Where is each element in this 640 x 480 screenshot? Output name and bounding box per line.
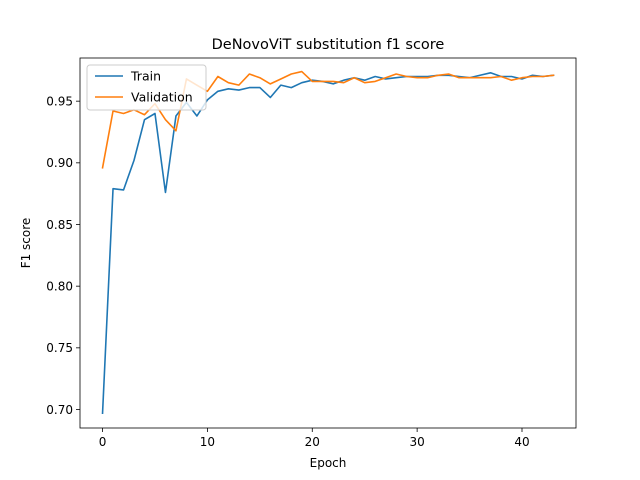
legend-label-train: Train [130, 69, 161, 84]
x-tick-label: 30 [409, 435, 424, 449]
y-ticks: 0.70 0.75 0.80 0.85 0.90 0.95 [46, 94, 80, 417]
legend: Train Validation [86, 64, 207, 111]
x-ticks: 0 10 20 30 40 [99, 428, 530, 449]
chart-title: DeNovoViT substitution f1 score [212, 37, 445, 53]
series-line-train [101, 72, 555, 415]
series-layer [101, 70, 555, 415]
y-tick-label: 0.75 [46, 341, 73, 355]
y-axis-label: F1 score [19, 218, 33, 269]
x-tick-label: 20 [305, 435, 320, 449]
y-tick-label: 0.85 [46, 218, 73, 232]
x-tick-label: 40 [514, 435, 529, 449]
y-tick-label: 0.95 [46, 94, 73, 108]
x-tick-label: 10 [200, 435, 215, 449]
x-tick-label: 0 [99, 435, 107, 449]
y-tick-label: 0.90 [46, 156, 73, 170]
y-tick-label: 0.80 [46, 279, 73, 293]
x-axis-label: Epoch [310, 456, 347, 470]
y-tick-label: 0.70 [46, 403, 73, 417]
series-line-validation [101, 70, 555, 169]
axes-frame [79, 57, 577, 429]
legend-label-validation: Validation [131, 90, 193, 105]
